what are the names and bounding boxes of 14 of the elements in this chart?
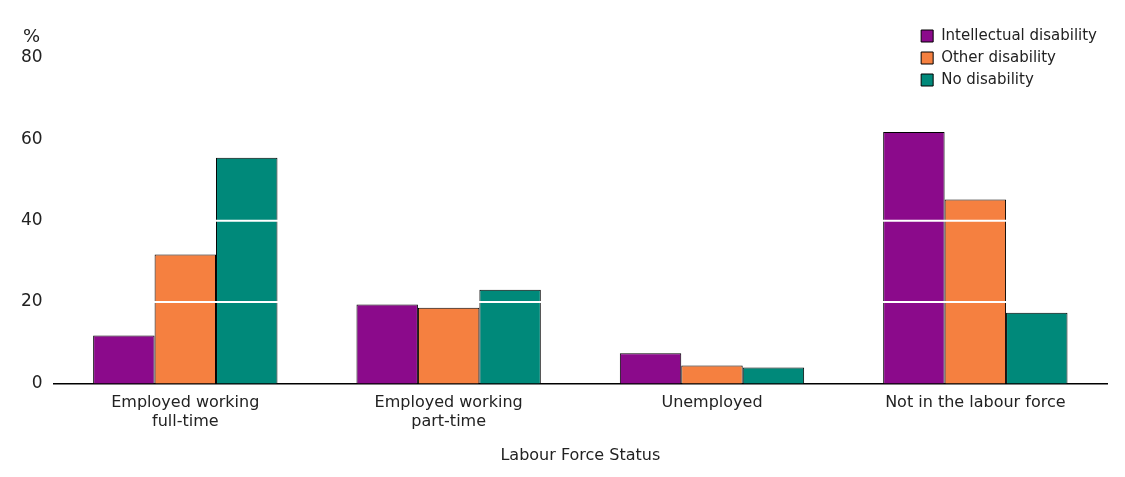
legend-label: No disability [941,69,1034,88]
y-tick-label: 0 [31,371,43,392]
x-tick-label: Not in the labour force [885,392,1066,412]
x-tick-label: Employed working full-time [111,392,260,431]
x-tick-label: Employed working part-time [374,392,523,431]
y-tick-label: 80 [20,46,43,67]
x-tick-label: Unemployed [661,392,763,412]
y-tick-label: 20 [20,290,43,311]
y-tick-label: 60 [20,127,43,148]
y-axis-title: % [23,24,41,46]
y-tick-label: 40 [20,209,43,230]
legend-label: Intellectual disability [941,25,1098,44]
x-axis-title: Labour Force Status [500,444,661,464]
legend-label: Other disability [941,47,1057,66]
